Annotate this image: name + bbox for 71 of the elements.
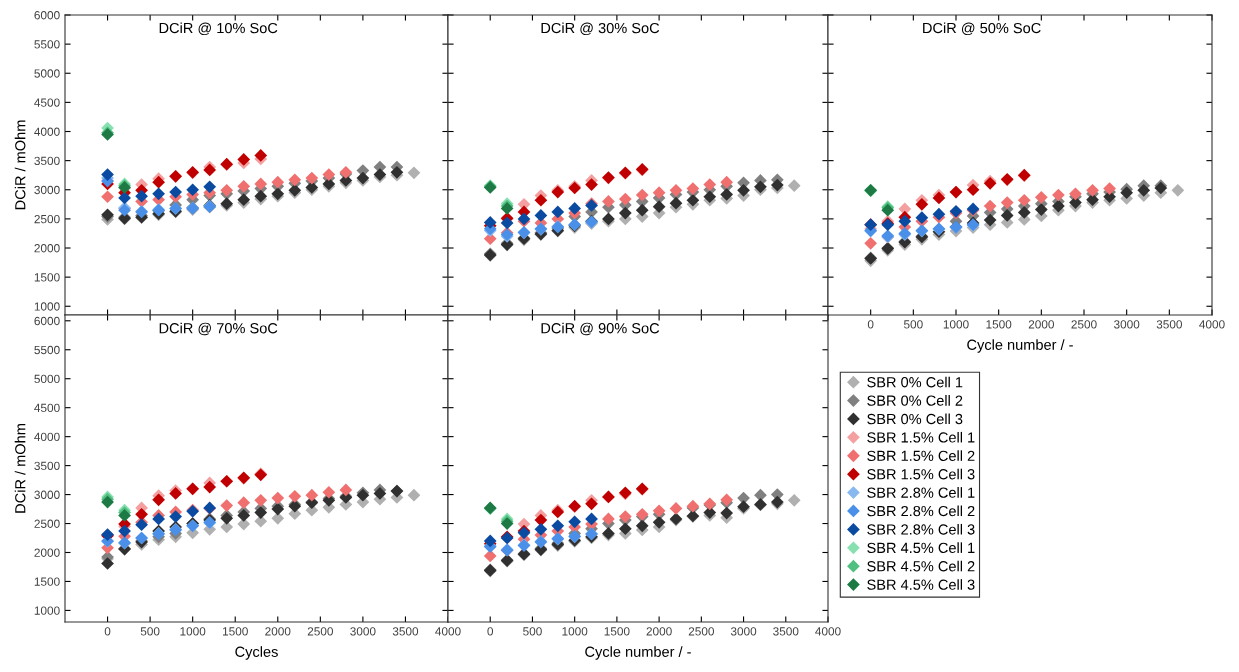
y-tick-label: 5500 xyxy=(34,40,60,49)
y-tick-label: 4000 xyxy=(34,127,60,136)
y-tick-label: 5000 xyxy=(34,374,60,384)
y-tick-label: 2000 xyxy=(34,548,60,557)
x-tick-label: 0 xyxy=(867,320,874,329)
x-tick-label: 1000 xyxy=(180,627,206,636)
y-tick-label: 3000 xyxy=(34,185,60,195)
x-axis-title: Cycle number / - xyxy=(967,339,1073,353)
x-tick-label: 3500 xyxy=(392,627,419,636)
x-tick-label: 500 xyxy=(903,320,923,329)
x-tick-label: 3000 xyxy=(730,627,757,636)
y-axis-title: DCiR / mOhm xyxy=(14,120,26,210)
legend-label: SBR 4.5% Cell 1 xyxy=(867,542,975,554)
y-tick-label: 1000 xyxy=(34,302,60,311)
legend-label: SBR 2.8% Cell 2 xyxy=(867,505,975,517)
y-tick-label: 2500 xyxy=(34,214,60,224)
x-tick-label: 1500 xyxy=(986,320,1012,329)
x-tick-label: 2500 xyxy=(307,627,333,636)
x-tick-label: 4000 xyxy=(1199,320,1225,329)
x-tick-label: 1000 xyxy=(562,627,588,636)
x-tick-label: 4000 xyxy=(815,627,841,636)
y-tick-label: 2500 xyxy=(34,519,60,528)
y-axis-title: DCiR / mOhm xyxy=(14,424,26,513)
y-tick-label: 4500 xyxy=(34,403,60,413)
x-tick-label: 2500 xyxy=(1071,320,1097,329)
x-axis-title: Cycles xyxy=(235,646,278,660)
x-tick-label: 3000 xyxy=(1113,320,1140,329)
y-tick-label: 2000 xyxy=(34,244,60,253)
legend-label: SBR 1.5% Cell 3 xyxy=(867,468,975,480)
x-tick-label: 1000 xyxy=(943,320,969,329)
x-tick-label: 0 xyxy=(104,627,111,636)
x-tick-label: 0 xyxy=(487,627,494,636)
legend-label: SBR 2.8% Cell 3 xyxy=(867,523,975,535)
y-tick-label: 3500 xyxy=(34,461,60,470)
chart-title: DCiR @ 90% SoC xyxy=(541,322,660,336)
x-tick-label: 500 xyxy=(140,627,160,636)
x-tick-label: 2000 xyxy=(265,627,291,636)
chart-title: DCiR @ 30% SoC xyxy=(541,22,660,36)
x-tick-label: 4000 xyxy=(435,627,461,636)
chart-title: DCiR @ 10% SoC xyxy=(159,22,278,36)
x-tick-label: 2000 xyxy=(646,627,672,636)
y-tick-label: 6000 xyxy=(34,316,60,326)
legend-label: SBR 0% Cell 2 xyxy=(867,395,963,406)
y-tick-label: 6000 xyxy=(34,11,60,20)
y-tick-label: 5500 xyxy=(34,345,60,355)
chart-title: DCiR @ 50% SoC xyxy=(923,22,1041,36)
x-tick-label: 1500 xyxy=(604,627,630,636)
x-tick-label: 2500 xyxy=(688,627,714,636)
y-tick-label: 3500 xyxy=(34,156,60,166)
y-tick-label: 4000 xyxy=(34,432,60,442)
x-tick-label: 3000 xyxy=(350,627,376,636)
legend-label: SBR 1.5% Cell 1 xyxy=(867,431,975,443)
x-tick-label: 2000 xyxy=(1028,320,1054,329)
x-tick-label: 1500 xyxy=(222,627,248,636)
y-tick-label: 3000 xyxy=(34,490,60,499)
y-tick-label: 1500 xyxy=(34,273,60,282)
x-tick-label: 500 xyxy=(523,627,542,636)
chart-title: DCiR @ 70% SoC xyxy=(159,322,278,336)
x-axis-title: Cycle number / - xyxy=(585,646,691,660)
legend-label: SBR 0% Cell 3 xyxy=(867,413,963,425)
x-tick-label: 3500 xyxy=(1156,320,1182,329)
y-tick-label: 1500 xyxy=(34,577,60,586)
legend-label: SBR 2.8% Cell 1 xyxy=(867,487,975,498)
legend-label: SBR 1.5% Cell 2 xyxy=(867,450,975,462)
legend-label: SBR 4.5% Cell 2 xyxy=(867,560,975,572)
legend-label: SBR 4.5% Cell 3 xyxy=(867,579,975,590)
legend-label: SBR 0% Cell 1 xyxy=(867,376,963,388)
y-tick-label: 4500 xyxy=(34,98,60,107)
x-tick-label: 3500 xyxy=(773,627,799,636)
y-tick-label: 5000 xyxy=(34,69,60,78)
y-tick-label: 1000 xyxy=(34,606,60,615)
